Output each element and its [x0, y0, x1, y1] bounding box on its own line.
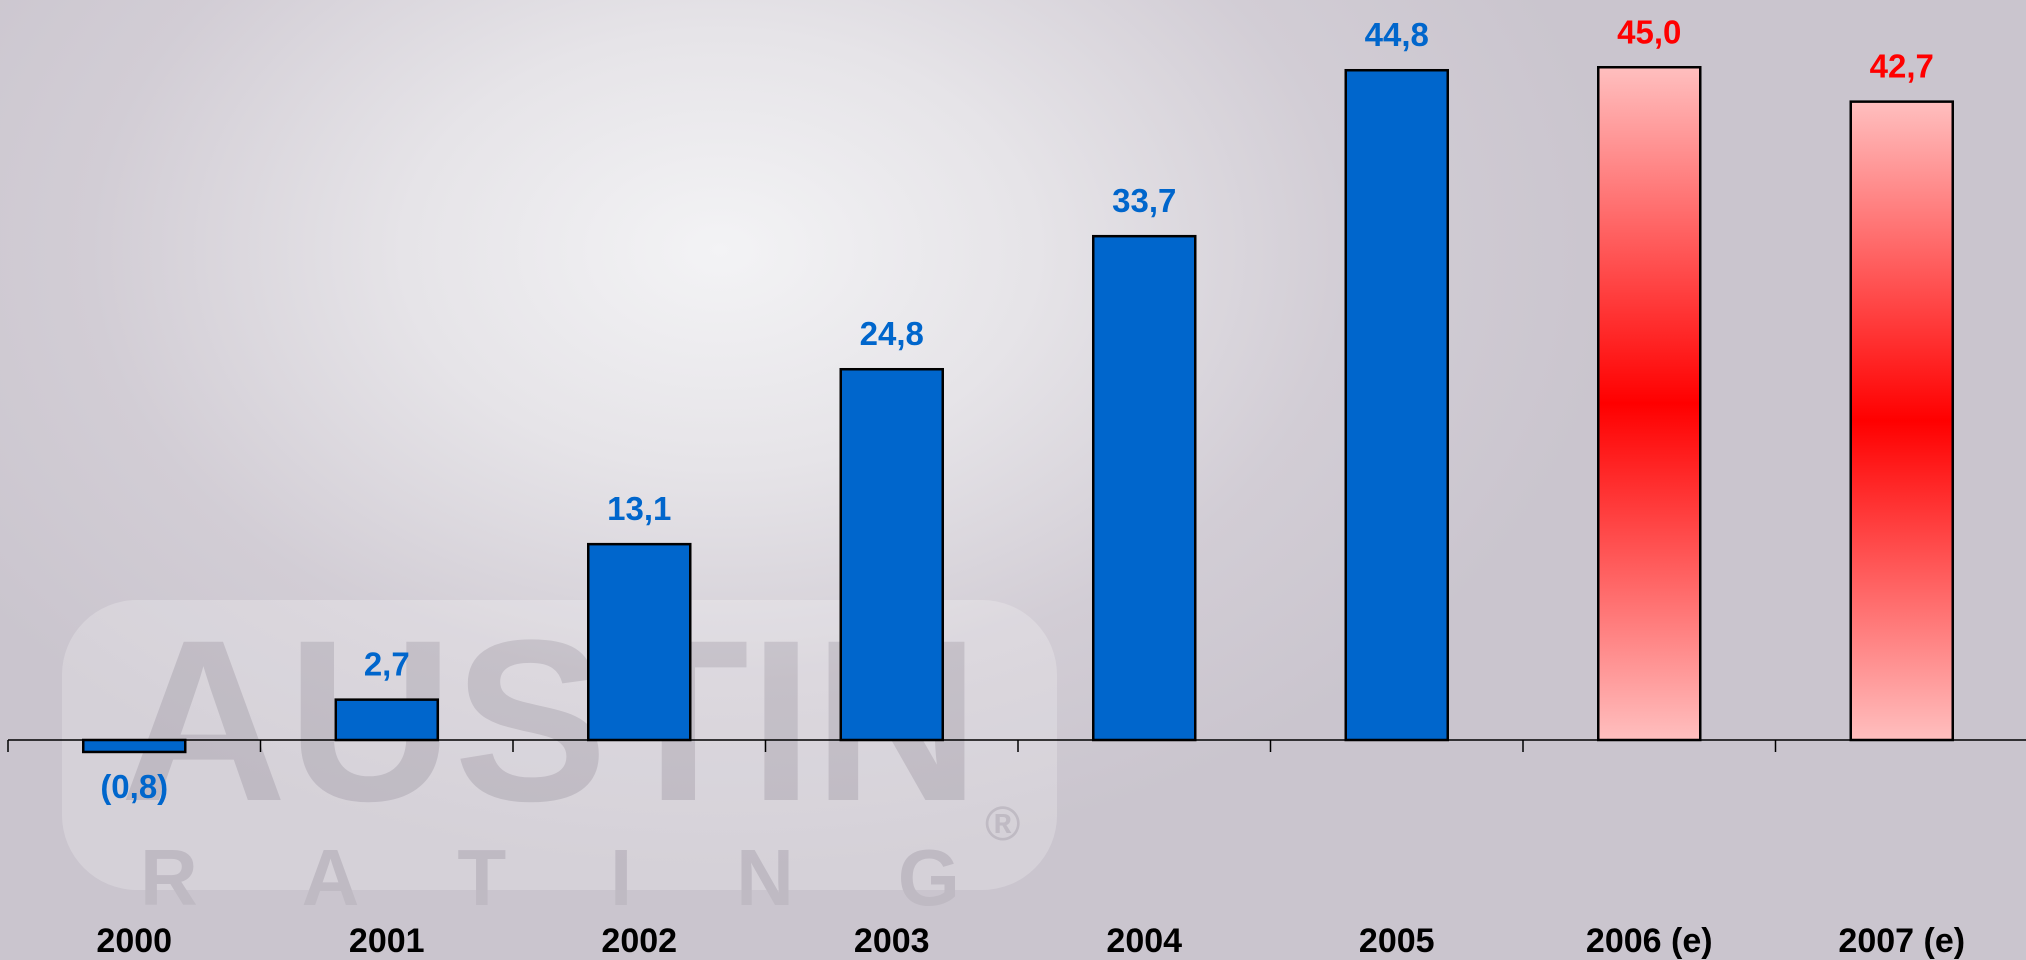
x-axis-ticks	[7, 740, 1777, 752]
watermark-logo-word: AUSTIN	[120, 592, 980, 849]
watermark-registered-mark: ®	[985, 798, 1020, 851]
value-labels-group: (0,8) 2,7 13,1 24,8 33,7 44,8 45,0 42,7	[100, 13, 1934, 805]
bar-2000	[82, 738, 187, 754]
bar-2001	[334, 698, 439, 742]
category-label: 2003	[854, 922, 930, 960]
bar-2005	[1344, 68, 1449, 742]
category-labels-group: 2000 2001 2002 2003 2004 2005 2006 (e) 2007 (e)	[96, 922, 1965, 960]
value-label: 2,7	[364, 646, 410, 683]
value-label: 44,8	[1365, 16, 1429, 53]
value-label: (0,8)	[100, 768, 168, 805]
category-label: 2007 (e)	[1838, 922, 1965, 960]
bar-2007-e	[1849, 100, 1954, 742]
category-label: 2000	[96, 922, 172, 960]
category-label: 2006 (e)	[1586, 922, 1713, 960]
category-label: 2002	[601, 922, 677, 960]
value-label: 13,1	[607, 490, 671, 527]
bar-2004	[1092, 234, 1197, 742]
bars-group	[82, 66, 1954, 754]
value-label: 24,8	[860, 315, 924, 352]
category-label: 2001	[349, 922, 425, 960]
bar-2006-e	[1597, 66, 1702, 742]
value-label: 42,7	[1870, 48, 1934, 85]
value-label: 45,0	[1617, 13, 1681, 50]
bar-2002	[587, 542, 692, 742]
value-label: 33,7	[1112, 182, 1176, 219]
bar-2003	[839, 367, 944, 742]
category-label: 2004	[1106, 922, 1182, 960]
category-label: 2005	[1359, 922, 1435, 960]
watermark-plate	[62, 600, 1057, 890]
